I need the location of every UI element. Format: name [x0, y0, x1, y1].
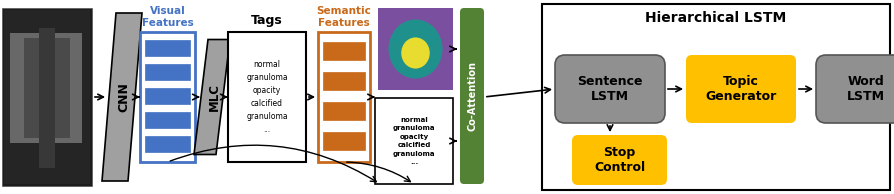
Text: MLC: MLC: [207, 83, 221, 111]
Ellipse shape: [401, 37, 430, 69]
Bar: [378, 8, 453, 90]
Text: Visual
Features: Visual Features: [141, 6, 193, 28]
Text: Semantic
Features: Semantic Features: [316, 6, 371, 28]
Bar: [145, 136, 190, 152]
Bar: [323, 132, 365, 150]
Bar: [318, 32, 370, 162]
Bar: [145, 64, 190, 80]
Text: Hierarchical LSTM: Hierarchical LSTM: [645, 11, 787, 25]
Bar: [145, 88, 190, 104]
Bar: [145, 40, 190, 56]
Bar: [323, 42, 365, 60]
FancyBboxPatch shape: [686, 55, 796, 123]
Bar: [10, 33, 42, 143]
Bar: [52, 33, 82, 143]
Bar: [323, 72, 365, 90]
Text: Stop
Control: Stop Control: [594, 146, 645, 174]
Bar: [542, 4, 890, 190]
Bar: [39, 28, 55, 168]
Text: Topic
Generator: Topic Generator: [705, 75, 777, 103]
Bar: [375, 98, 453, 184]
FancyBboxPatch shape: [816, 55, 894, 123]
Text: normal
granuloma
opacity
calcified
granuloma
...: normal granuloma opacity calcified granu…: [392, 117, 435, 165]
Polygon shape: [102, 13, 142, 181]
Bar: [140, 32, 195, 162]
Text: CNN: CNN: [117, 82, 131, 112]
Text: Tags: Tags: [251, 14, 283, 27]
Bar: [24, 38, 70, 138]
Text: Sentence
LSTM: Sentence LSTM: [578, 75, 643, 103]
Bar: [4, 10, 90, 184]
Text: Word
LSTM: Word LSTM: [847, 75, 885, 103]
Bar: [323, 102, 365, 120]
FancyBboxPatch shape: [555, 55, 665, 123]
Polygon shape: [194, 40, 230, 154]
Text: Co-Attention: Co-Attention: [467, 61, 477, 131]
Ellipse shape: [389, 19, 443, 79]
Bar: [2, 8, 92, 186]
FancyBboxPatch shape: [460, 8, 484, 184]
FancyBboxPatch shape: [572, 135, 667, 185]
Bar: [228, 32, 306, 162]
Text: normal
granuloma
opacity
calcified
granuloma
...: normal granuloma opacity calcified granu…: [246, 60, 288, 134]
Bar: [145, 112, 190, 128]
